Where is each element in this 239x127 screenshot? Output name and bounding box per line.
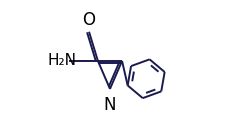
Text: H₂N: H₂N (47, 53, 76, 68)
Text: O: O (82, 11, 95, 29)
Text: N: N (104, 96, 116, 114)
